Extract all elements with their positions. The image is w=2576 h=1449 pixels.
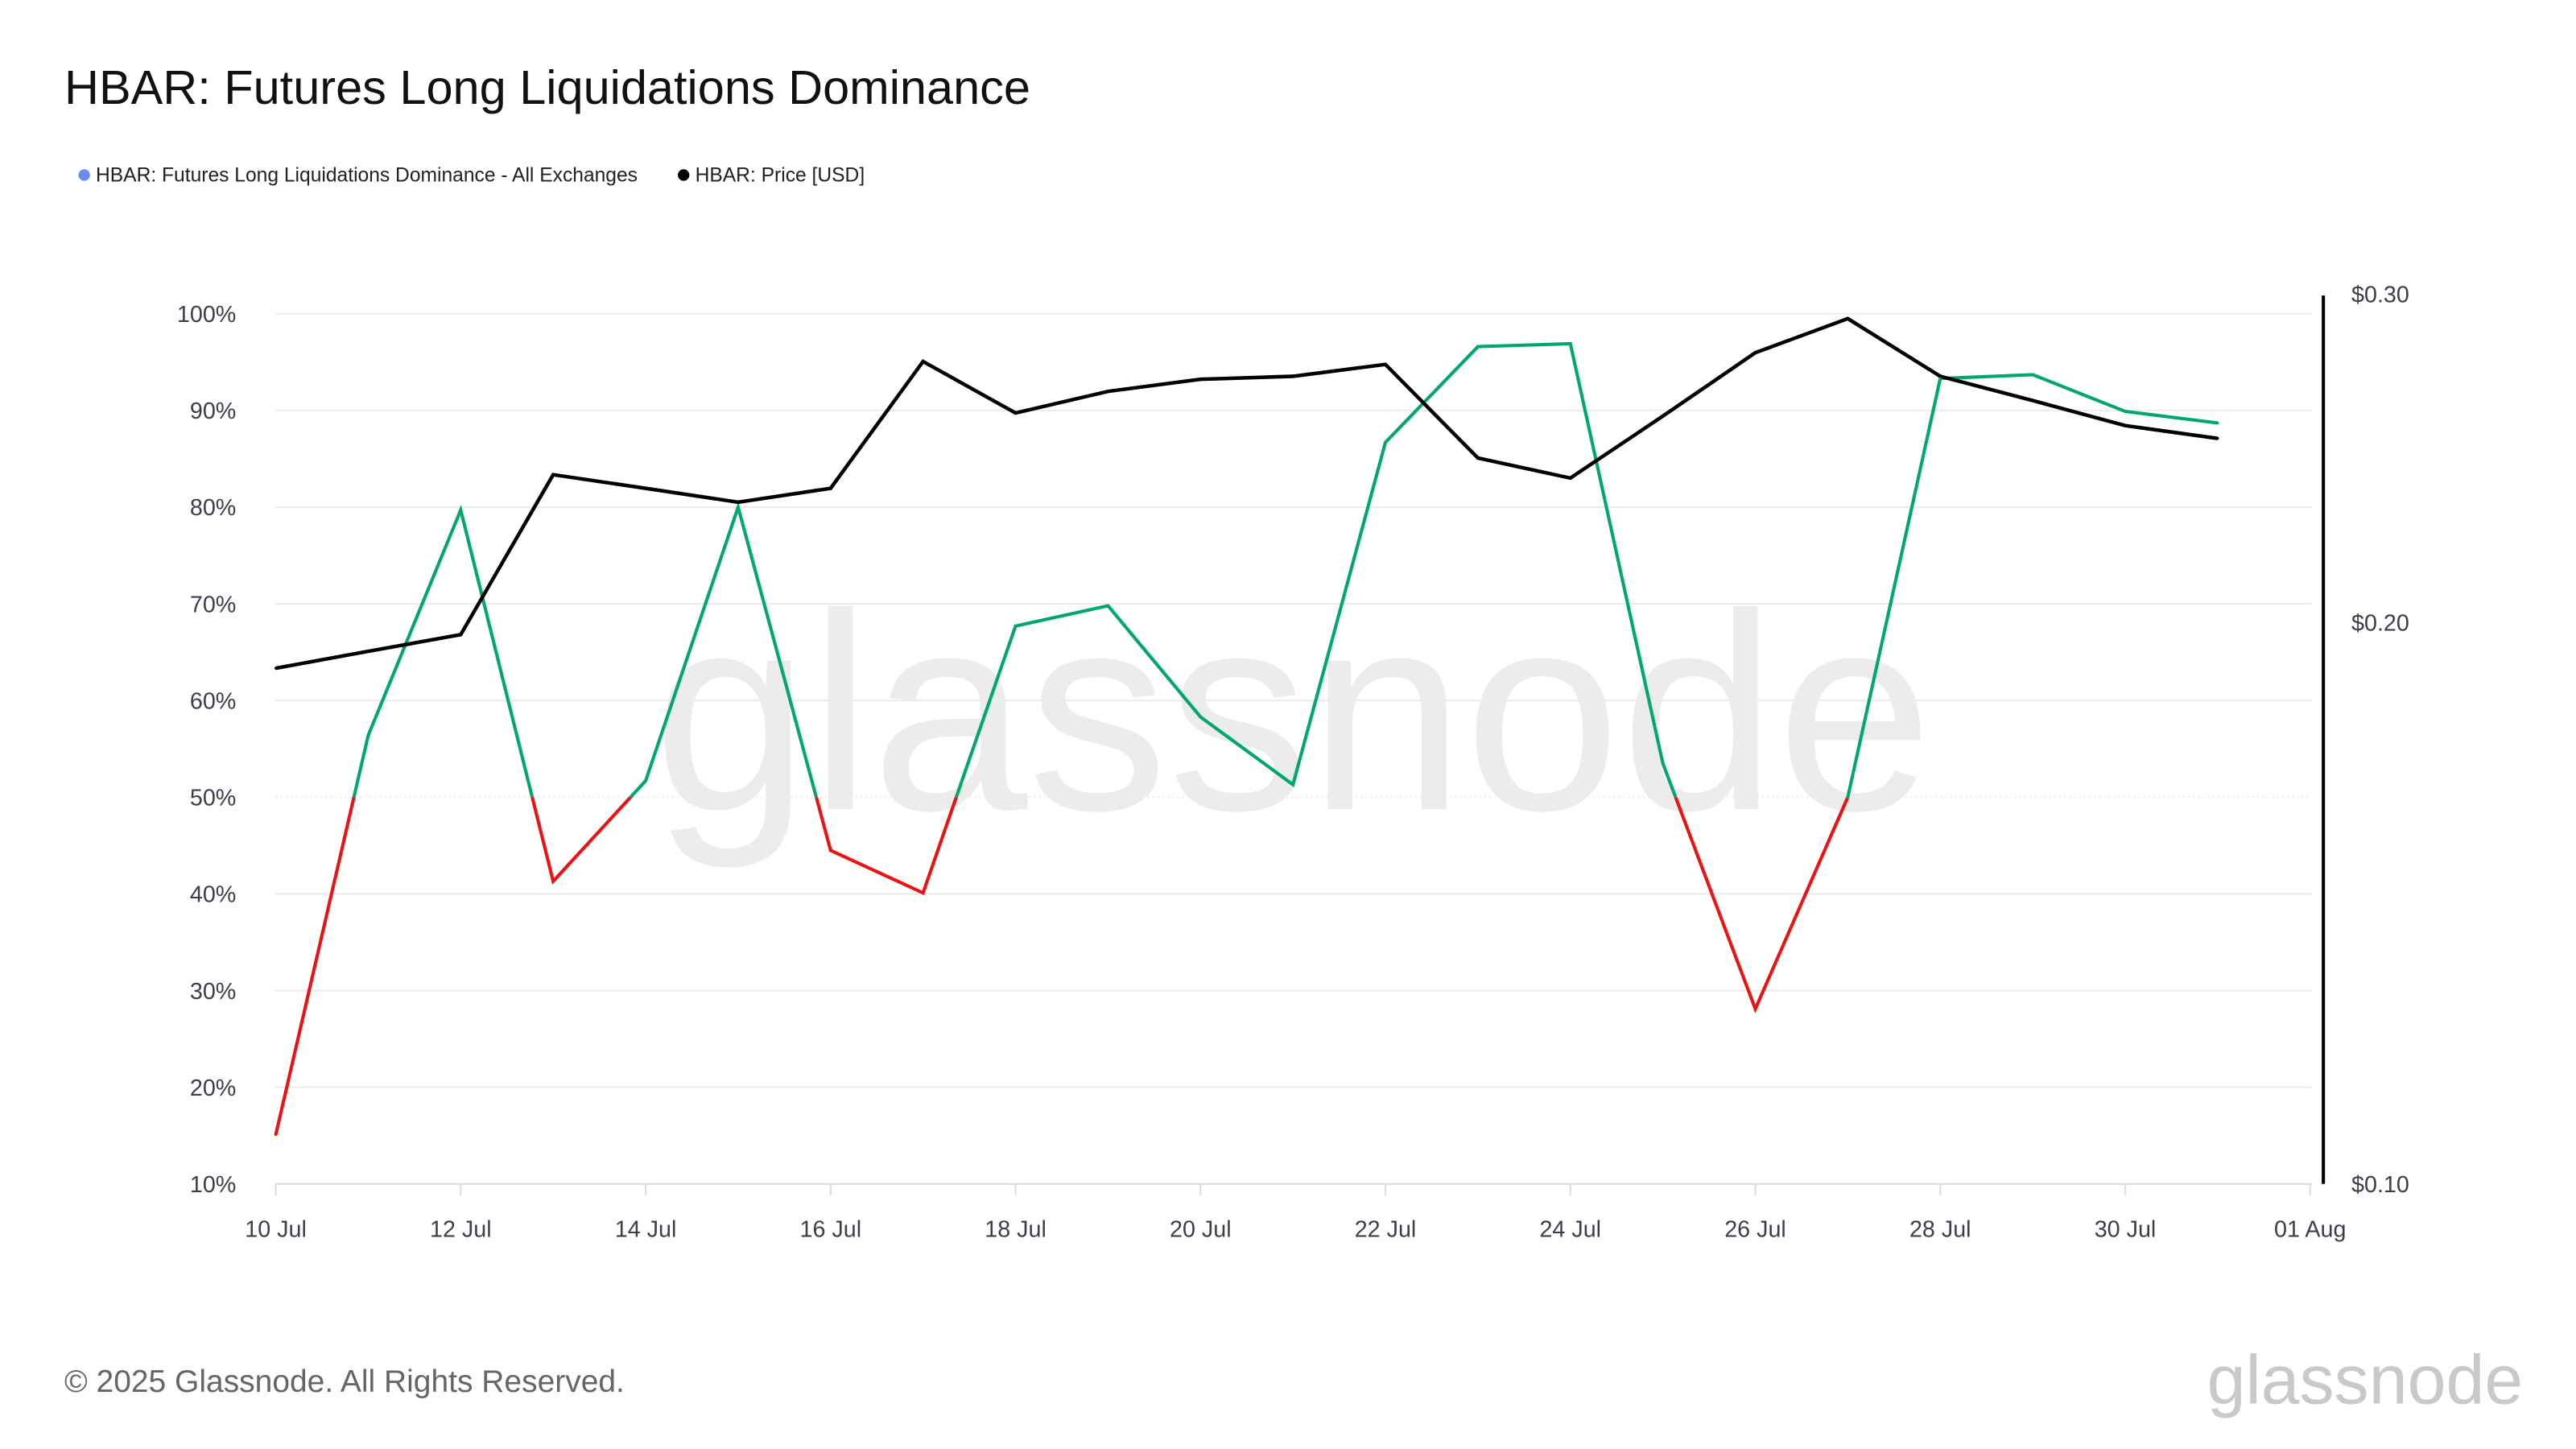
price-point xyxy=(1291,374,1294,378)
dominance-point xyxy=(737,506,740,509)
price-point xyxy=(1846,317,1850,320)
dominance-point xyxy=(1291,783,1294,786)
y-left-tick-label: 20% xyxy=(190,1075,236,1101)
dominance-point xyxy=(1569,342,1572,345)
legend-marker-dominance xyxy=(78,169,90,181)
dominance-point xyxy=(2031,373,2034,377)
price-point xyxy=(2124,424,2127,427)
price-point xyxy=(274,667,278,670)
dominance-point xyxy=(1476,345,1480,349)
x-tick-label: 28 Jul xyxy=(1909,1216,1971,1242)
price-point xyxy=(1569,477,1572,480)
x-tick-label: 01 Aug xyxy=(2274,1216,2346,1242)
x-tick-label: 16 Jul xyxy=(799,1216,861,1242)
x-tick-label: 10 Jul xyxy=(245,1216,307,1242)
y-left-tick-label: 90% xyxy=(190,398,236,424)
price-line xyxy=(275,316,2219,671)
price-point xyxy=(1753,351,1757,354)
dominance-point xyxy=(1384,440,1387,444)
price-point xyxy=(1013,411,1018,415)
x-tick-label: 12 Jul xyxy=(430,1216,492,1242)
dominance-point xyxy=(1938,377,1942,380)
legend-label-price: HBAR: Price [USD] xyxy=(696,165,865,187)
x-tick-label: 22 Jul xyxy=(1355,1216,1417,1242)
price-point xyxy=(2031,398,2034,402)
price-point xyxy=(1199,378,1202,381)
x-tick-label: 18 Jul xyxy=(985,1216,1046,1242)
dominance-point xyxy=(2216,421,2219,425)
legend: HBAR: Futures Long Liquidations Dominanc… xyxy=(78,165,865,187)
x-tick-label: 24 Jul xyxy=(1539,1216,1601,1242)
chart-title: HBAR: Futures Long Liquidations Dominanc… xyxy=(64,60,1030,114)
dominance-point xyxy=(1106,604,1110,608)
dominance-point xyxy=(1753,1007,1757,1011)
footer-copyright: © 2025 Glassnode. All Rights Reserved. xyxy=(64,1364,625,1399)
x-tick-label: 26 Jul xyxy=(1724,1216,1786,1242)
price-point xyxy=(459,633,462,637)
watermark: glassnode xyxy=(653,555,1933,870)
y-left-tick-label: 70% xyxy=(190,592,236,617)
legend-marker-price xyxy=(678,169,690,181)
y-left-tick-label: 80% xyxy=(190,495,236,521)
price-point xyxy=(829,486,832,490)
x-tick-label: 14 Jul xyxy=(615,1216,677,1242)
price-point xyxy=(737,501,740,504)
y-left-tick-label: 40% xyxy=(190,882,236,908)
footer-logo: glassnode xyxy=(2207,1342,2524,1419)
dominance-point xyxy=(1662,762,1665,765)
price-point xyxy=(1476,456,1480,460)
price-point xyxy=(1662,415,1665,418)
dominance-point xyxy=(1846,795,1850,799)
dominance-point xyxy=(922,891,925,894)
dominance-point xyxy=(1199,715,1202,719)
dominance-point xyxy=(644,779,647,782)
price-point xyxy=(366,650,370,653)
price-point xyxy=(1938,374,1942,378)
y-left-tick-label: 100% xyxy=(177,302,236,328)
legend-label-dominance: HBAR: Futures Long Liquidations Dominanc… xyxy=(96,165,638,187)
x-tick-label: 20 Jul xyxy=(1170,1216,1232,1242)
dominance-point xyxy=(2124,410,2127,413)
dominance-point xyxy=(459,508,462,512)
price-point xyxy=(1106,390,1110,393)
dominance-point xyxy=(366,733,370,737)
price-point xyxy=(1384,363,1387,366)
dominance-line-below-threshold xyxy=(274,797,1850,1135)
y-right-tick-label: $0.20 xyxy=(2351,610,2409,636)
price-point xyxy=(922,360,925,363)
y-right-tick-label: $0.30 xyxy=(2351,282,2409,308)
price-point xyxy=(644,486,647,490)
x-tick-label: 30 Jul xyxy=(2095,1216,2157,1242)
y-left-tick-label: 30% xyxy=(190,979,236,1005)
y-right-tick-label: $0.10 xyxy=(2351,1172,2409,1198)
price-point xyxy=(2216,436,2219,440)
dominance-point xyxy=(274,1133,278,1137)
price-point xyxy=(551,473,555,477)
y-left-tick-label: 60% xyxy=(190,688,236,714)
dominance-line-above-threshold xyxy=(352,341,2219,798)
dominance-point xyxy=(551,880,555,883)
y-left-tick-label: 50% xyxy=(190,786,236,811)
dominance-point xyxy=(1013,625,1018,628)
dominance-point xyxy=(829,848,832,852)
y-left-tick-label: 10% xyxy=(190,1172,236,1198)
